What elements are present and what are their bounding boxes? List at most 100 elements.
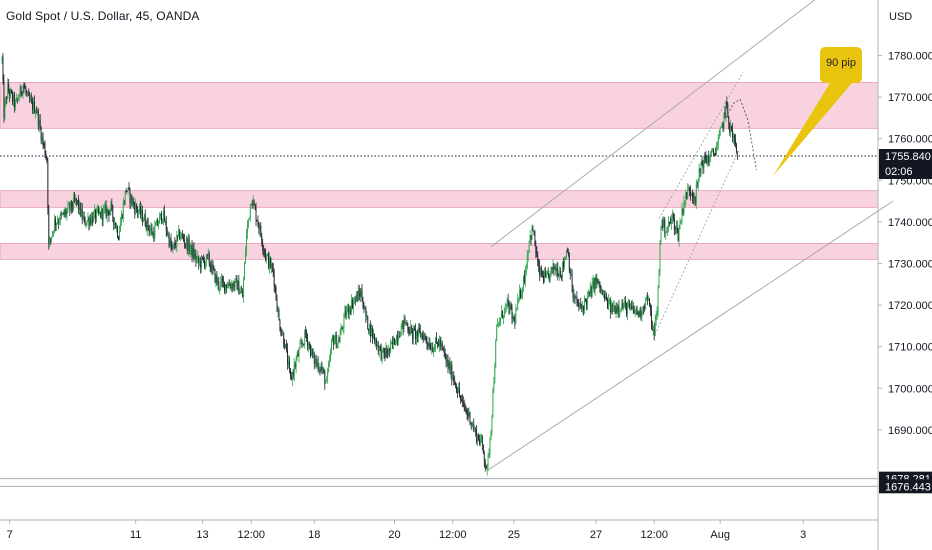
candle-body — [57, 222, 59, 223]
candle-body — [328, 363, 330, 372]
candle-body — [339, 334, 341, 342]
y-tick-label: 1760.000 — [888, 134, 932, 146]
candle-body — [375, 339, 377, 347]
candle-body — [5, 97, 7, 104]
y-tick-label: 1730.000 — [888, 259, 932, 271]
candle-body — [126, 191, 128, 192]
candle-body — [429, 343, 431, 350]
candle-body — [225, 284, 226, 291]
candle-body — [456, 386, 458, 392]
candle-body — [561, 275, 563, 278]
candle-body — [194, 254, 196, 258]
candle-body — [318, 369, 320, 371]
candle-body — [400, 325, 402, 336]
candle-body — [501, 311, 502, 318]
trend-drawings — [488, 0, 894, 470]
candle-body — [62, 212, 64, 215]
candle-body — [263, 248, 265, 251]
candle-body — [294, 364, 296, 367]
candle-body — [581, 307, 583, 309]
candle-body — [278, 309, 280, 321]
candle-body — [546, 272, 548, 275]
candle-body — [32, 100, 34, 110]
candle-body — [577, 302, 579, 306]
candle-body — [506, 299, 508, 305]
candle-body — [239, 292, 241, 295]
candle-body — [260, 225, 262, 236]
candle-body — [10, 90, 12, 96]
zone-3 — [0, 243, 879, 260]
candle-body — [373, 333, 374, 338]
candle-body — [304, 330, 306, 345]
x-tick-label: 12:00 — [237, 529, 265, 541]
candle-body — [588, 292, 590, 294]
candle-body — [305, 330, 307, 334]
candle-body — [96, 209, 97, 220]
candle-body — [291, 372, 293, 380]
candle-body — [348, 306, 350, 314]
candle-body — [565, 250, 567, 258]
candle-body — [672, 214, 674, 218]
candle-body — [295, 359, 297, 367]
candle-body — [378, 346, 380, 352]
candle-body — [431, 347, 433, 350]
x-tick-label: 13 — [196, 529, 208, 541]
candle-body — [584, 298, 585, 311]
candle-body — [551, 267, 553, 270]
candle-body — [598, 281, 600, 285]
candle-body — [292, 372, 294, 376]
candle-body — [486, 465, 488, 469]
candle-body — [297, 354, 299, 357]
candle-body — [399, 335, 401, 338]
candle-body — [271, 264, 273, 268]
candle-body — [302, 343, 304, 345]
candle-body — [448, 363, 450, 369]
candle-body — [587, 292, 589, 296]
candle-body — [409, 332, 411, 335]
candle-body — [225, 284, 227, 288]
candle-body — [543, 275, 544, 283]
candle-body — [415, 329, 416, 339]
candle-body — [123, 203, 125, 204]
candle-body — [281, 333, 283, 335]
candle-body — [734, 136, 735, 140]
candle-body — [93, 213, 95, 223]
candle-body — [122, 203, 124, 218]
x-tick-label: 12:00 — [439, 529, 467, 541]
candle-body — [545, 274, 547, 277]
candle-body — [714, 153, 716, 156]
candle-body — [522, 287, 523, 295]
candle-body — [592, 281, 594, 284]
candle-body — [157, 220, 159, 226]
candle-body — [423, 335, 425, 341]
candle-body — [542, 275, 543, 276]
candle-body — [113, 217, 115, 225]
candle-body — [507, 299, 509, 303]
x-tick-label: 18 — [308, 529, 320, 541]
candle-body — [29, 95, 31, 101]
candle-body — [331, 341, 332, 351]
candle-body — [695, 185, 697, 203]
callout-bubble[interactable] — [773, 47, 862, 176]
candle-body — [713, 149, 714, 154]
candle-body — [395, 335, 397, 345]
candle-body — [465, 410, 467, 412]
candle-body — [446, 359, 448, 362]
candle-body — [49, 238, 51, 245]
candle-body — [144, 214, 146, 226]
candle-body — [56, 222, 58, 224]
candle-body — [111, 203, 113, 207]
candle-body — [702, 164, 704, 169]
x-tick-label: Aug — [710, 529, 730, 541]
candle-body — [579, 303, 581, 306]
candle-body — [252, 200, 254, 207]
candle-body — [595, 277, 597, 283]
candle-body — [73, 197, 75, 208]
candle-body — [13, 94, 14, 102]
candle-body — [492, 390, 494, 416]
callout[interactable]: 90 pip — [773, 47, 862, 176]
candle-body — [210, 266, 212, 272]
candle-body — [669, 222, 670, 223]
